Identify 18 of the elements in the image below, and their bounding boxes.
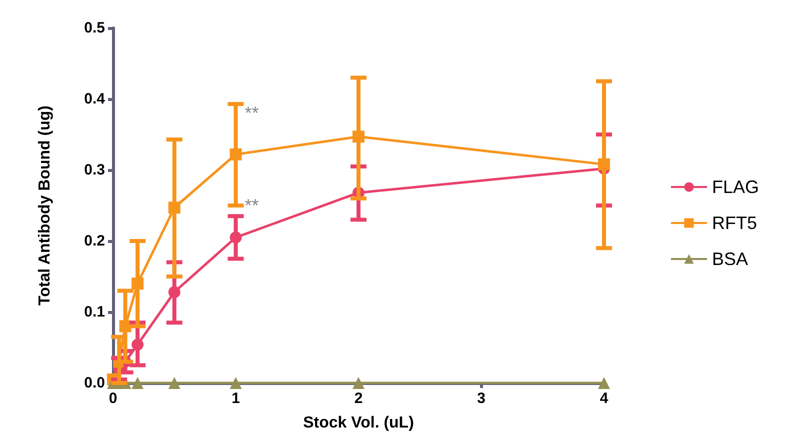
legend-label: BSA [712, 249, 748, 269]
legend-label: RFT5 [712, 213, 757, 233]
y-tick-label: 0.0 [84, 374, 105, 392]
x-axis-title: Stock Vol. (uL) [303, 414, 414, 432]
x-tick-label: 1 [232, 390, 240, 407]
y-tick-label: 0.4 [84, 90, 106, 108]
y-tick-label: 0.5 [84, 20, 105, 36]
y-tick-label: 0.2 [84, 232, 105, 250]
annotation: ** [244, 103, 259, 124]
x-tick-label: 2 [354, 390, 363, 407]
x-tick-label: 3 [477, 390, 486, 407]
y-tick-label: 0.1 [84, 304, 105, 320]
y-axis-title: Total Antibody Bound (ug) [36, 106, 54, 306]
legend-label: FLAG [712, 177, 760, 197]
x-tick-label: 0 [108, 390, 118, 407]
x-tick-label: 4 [600, 390, 609, 407]
y-tick-label: 0.3 [84, 162, 105, 178]
annotation: ** [244, 196, 259, 216]
